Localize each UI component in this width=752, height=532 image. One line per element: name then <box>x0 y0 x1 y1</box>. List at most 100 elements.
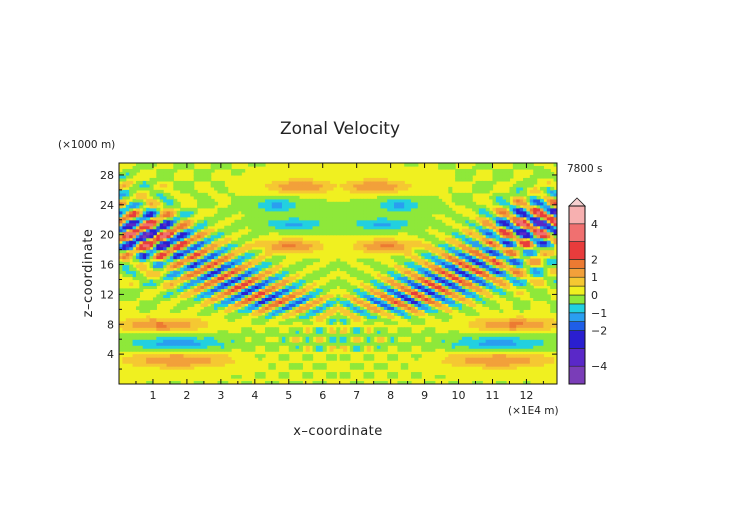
field-cell <box>183 357 188 361</box>
field-cell <box>315 300 320 304</box>
field-cell <box>231 333 236 337</box>
field-cell <box>397 255 402 260</box>
field-cell <box>431 216 436 221</box>
field-cell <box>169 195 174 200</box>
field-cell <box>455 168 460 173</box>
field-cell <box>166 294 171 298</box>
field-cell <box>146 336 151 340</box>
field-cell <box>465 261 470 266</box>
field-cell <box>152 270 157 275</box>
field-cell <box>394 219 399 224</box>
field-cell <box>268 252 273 257</box>
field-cell <box>159 366 164 370</box>
field-cell <box>424 219 429 224</box>
field-cell <box>251 279 256 284</box>
field-cell <box>122 174 127 179</box>
field-cell <box>332 297 337 301</box>
field-cell <box>346 318 351 322</box>
field-cell <box>180 327 185 331</box>
field-cell <box>434 342 439 346</box>
field-cell <box>407 333 412 337</box>
y-unit-label: (×1000 m) <box>58 139 115 151</box>
field-cell <box>190 318 195 322</box>
field-cell <box>180 210 185 215</box>
field-cell <box>309 213 314 218</box>
field-cell <box>288 330 293 334</box>
field-cell <box>200 234 205 239</box>
field-cell <box>411 231 415 236</box>
field-cell <box>370 342 375 346</box>
field-cell <box>360 225 365 230</box>
field-cell <box>135 207 140 212</box>
field-cell <box>332 285 337 290</box>
field-cell <box>366 246 371 251</box>
field-cell <box>119 225 123 230</box>
field-cell <box>397 222 402 227</box>
field-cell <box>197 270 202 275</box>
field-cell <box>254 213 259 218</box>
field-cell <box>220 336 225 340</box>
field-cell <box>465 249 470 254</box>
field-cell <box>370 354 375 358</box>
field-cell <box>485 339 490 343</box>
field-cell <box>149 282 154 287</box>
field-cell <box>146 163 151 167</box>
field-cell <box>183 228 188 233</box>
field-cell <box>295 279 300 284</box>
field-cell <box>166 201 171 206</box>
field-cell <box>288 180 293 185</box>
field-cell <box>180 246 185 251</box>
field-cell <box>281 270 286 275</box>
field-cell <box>241 249 246 254</box>
field-cell <box>421 243 426 248</box>
field-cell <box>142 165 147 170</box>
field-cell <box>292 327 297 331</box>
field-cell <box>356 309 361 313</box>
field-cell <box>444 273 449 278</box>
field-cell <box>448 297 453 301</box>
field-cell <box>305 291 310 296</box>
field-cell <box>190 303 195 307</box>
field-cell <box>281 228 286 233</box>
field-cell <box>146 222 151 227</box>
field-cell <box>472 183 477 188</box>
field-cell <box>275 294 280 298</box>
field-cell <box>234 222 239 227</box>
field-cell <box>444 228 449 233</box>
field-cell <box>309 216 314 221</box>
field-cell <box>227 273 232 278</box>
field-cell <box>387 354 392 358</box>
field-cell <box>139 306 144 310</box>
field-cell <box>298 222 303 227</box>
field-cell <box>173 318 178 322</box>
field-cell <box>424 306 429 310</box>
field-cell <box>122 243 127 248</box>
field-cell <box>244 261 249 266</box>
field-cell <box>461 195 466 200</box>
field-cell <box>380 366 385 370</box>
field-cell <box>146 327 151 331</box>
field-cell <box>217 246 222 251</box>
field-cell <box>244 333 249 337</box>
field-cell <box>220 363 225 367</box>
field-cell <box>414 210 419 215</box>
field-cell <box>400 210 405 215</box>
field-cell <box>319 303 324 307</box>
field-cell <box>227 348 232 352</box>
field-cell <box>248 279 253 284</box>
field-cell <box>434 243 439 248</box>
field-cell <box>210 303 215 307</box>
field-cell <box>455 360 460 364</box>
field-cell <box>248 195 253 200</box>
field-cell <box>268 267 273 272</box>
field-cell <box>281 222 286 227</box>
field-cell <box>427 297 432 301</box>
field-cell <box>295 243 300 248</box>
field-cell <box>176 231 181 236</box>
field-cell <box>135 201 140 206</box>
field-cell <box>482 264 487 269</box>
field-cell <box>424 255 429 260</box>
field-cell <box>400 348 405 352</box>
field-cell <box>234 276 239 281</box>
field-cell <box>217 336 222 340</box>
